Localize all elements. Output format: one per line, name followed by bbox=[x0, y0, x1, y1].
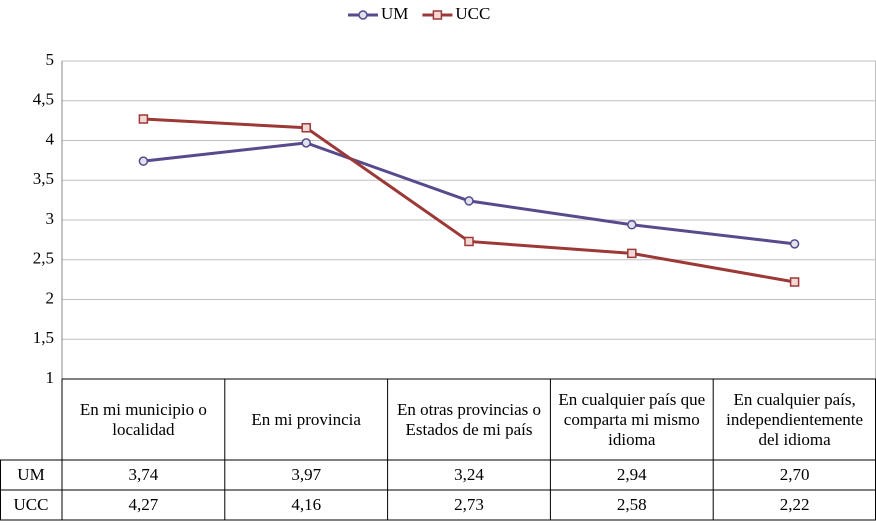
table-value: 2,70 bbox=[779, 465, 810, 484]
table-series-label: UCC bbox=[13, 495, 49, 514]
category-label: En mi provincia bbox=[251, 409, 361, 429]
y-tick-label: 5 bbox=[46, 50, 55, 69]
y-tick-label: 2 bbox=[46, 288, 55, 307]
series-line bbox=[143, 141, 795, 246]
table-value: 4,16 bbox=[291, 495, 322, 514]
table-value: 2,73 bbox=[454, 495, 484, 514]
category-label: En mi municipio o localidad bbox=[79, 399, 207, 439]
table-series-label: UM bbox=[17, 465, 45, 484]
y-tick-label: 2,5 bbox=[33, 249, 54, 268]
marker bbox=[301, 138, 311, 148]
category-label: En cualquier país que comparta mi mismo … bbox=[558, 389, 706, 449]
category-label: En otras provincias o Estados de mi país bbox=[396, 399, 541, 439]
table-value: 2,22 bbox=[779, 495, 810, 514]
marker bbox=[464, 236, 474, 247]
table-value: 2,58 bbox=[616, 495, 647, 514]
y-tick-label: 3,5 bbox=[33, 169, 54, 188]
y-tick-label: 1 bbox=[46, 368, 55, 387]
marker bbox=[789, 239, 800, 249]
y-tick-label: 3 bbox=[46, 209, 55, 228]
legend-marker bbox=[358, 10, 368, 20]
marker bbox=[627, 248, 637, 259]
table-value: 3,97 bbox=[291, 465, 322, 484]
y-tick-label: 1,5 bbox=[33, 328, 54, 347]
category-label: En cualquier país, independientemente de… bbox=[726, 389, 864, 449]
table-value: 3,74 bbox=[128, 465, 159, 484]
table-value: 4,27 bbox=[128, 495, 159, 514]
legend-label: UM bbox=[381, 4, 408, 23]
marker bbox=[138, 114, 149, 124]
legend-label: UCC bbox=[455, 4, 490, 23]
marker bbox=[627, 220, 637, 230]
table-value: 2,94 bbox=[616, 465, 647, 484]
marker bbox=[464, 196, 474, 206]
marker bbox=[789, 277, 800, 287]
table-value: 3,24 bbox=[454, 465, 484, 484]
legend-marker bbox=[432, 10, 443, 20]
marker bbox=[138, 156, 149, 166]
y-tick-label: 4,5 bbox=[33, 90, 54, 109]
marker bbox=[301, 123, 311, 133]
y-tick-label: 4 bbox=[46, 129, 55, 148]
